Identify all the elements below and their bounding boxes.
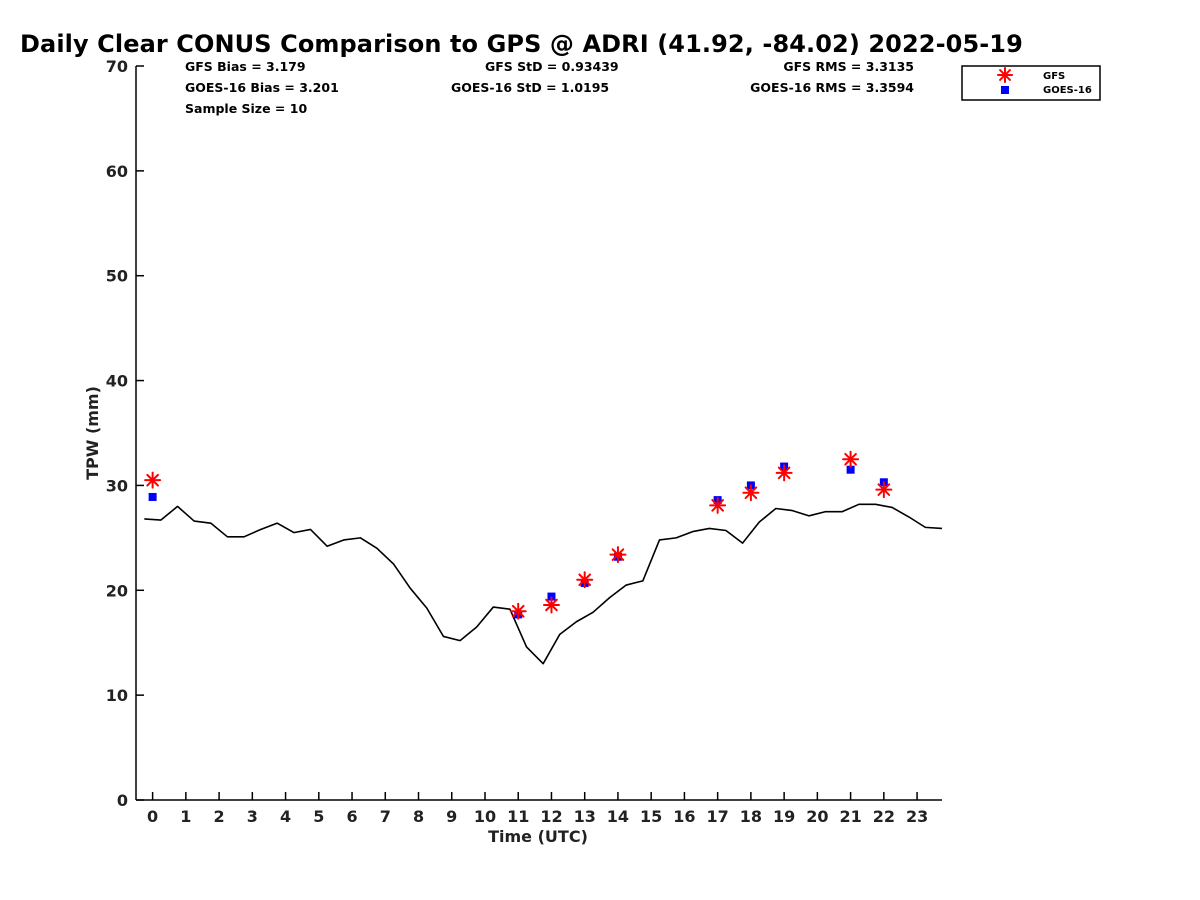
legend-box <box>961 65 1101 101</box>
x-tick-label: 19 <box>773 807 795 826</box>
gfs-point <box>709 496 727 514</box>
x-tick-label: 6 <box>346 807 357 826</box>
gps-tpw-line <box>144 503 943 665</box>
legend-goes-square-icon <box>1001 86 1009 94</box>
goes-16-point <box>846 465 855 474</box>
legend-gfs-asterisk-icon <box>997 67 1013 83</box>
y-tick-label: 10 <box>106 686 128 705</box>
x-tick-label: 9 <box>446 807 457 826</box>
axes <box>135 66 942 801</box>
gfs-point <box>576 571 594 589</box>
x-tick-label: 18 <box>740 807 762 826</box>
goes-16-series <box>148 462 888 619</box>
x-tick-label: 11 <box>507 807 529 826</box>
gfs-point <box>144 471 162 489</box>
x-tick-label: 13 <box>574 807 596 826</box>
goes-bias-text: GOES-16 Bias = 3.201 <box>185 80 339 95</box>
gfs-point <box>542 596 560 614</box>
sample-size-text: Sample Size = 10 <box>185 101 307 116</box>
gfs-rms-text: GFS RMS = 3.3135 <box>783 59 914 74</box>
gfs-point <box>742 484 760 502</box>
x-tick-label: 1 <box>180 807 191 826</box>
gfs-point <box>509 602 527 620</box>
x-tick-label: 12 <box>540 807 562 826</box>
gfs-point <box>609 546 627 564</box>
gfs-point <box>875 481 893 499</box>
x-tick-label: 20 <box>806 807 828 826</box>
gfs-series <box>144 450 893 620</box>
x-tick-label: 7 <box>380 807 391 826</box>
legend-goes-label: GOES-16 <box>1043 85 1092 96</box>
x-tick-label: 8 <box>413 807 424 826</box>
goes-rms-text: GOES-16 RMS = 3.3594 <box>750 80 914 95</box>
x-tick-label: 15 <box>640 807 662 826</box>
gfs-bias-text: GFS Bias = 3.179 <box>185 59 306 74</box>
x-tick-label: 4 <box>280 807 291 826</box>
x-tick-label: 3 <box>247 807 258 826</box>
goes-16-point <box>148 492 157 501</box>
x-tick-label: 2 <box>214 807 225 826</box>
x-tick-label: 10 <box>474 807 496 826</box>
chart-title: Daily Clear CONUS Comparison to GPS @ AD… <box>20 30 1023 58</box>
gfs-point <box>842 450 860 468</box>
y-ticks: 0 10 20 30 40 50 60 70 <box>106 57 144 810</box>
gfs-point <box>775 464 793 482</box>
x-tick-label: 0 <box>147 807 158 826</box>
statistics-annotations: GFS Bias = 3.179 GOES-16 Bias = 3.201 Sa… <box>185 59 914 116</box>
x-tick-label: 16 <box>673 807 695 826</box>
x-ticks: 0 1 2 3 4 5 6 7 8 9 10 11 12 13 14 15 16 17 18 19 20 21 22 23 <box>147 792 928 826</box>
y-axis-label: TPW (mm) <box>83 386 102 480</box>
goes-std-text: GOES-16 StD = 1.0195 <box>451 80 609 95</box>
y-tick-label: 50 <box>106 267 128 286</box>
legend: GFS GOES-16 <box>961 65 1101 101</box>
x-tick-label: 21 <box>839 807 861 826</box>
y-tick-label: 60 <box>106 162 128 181</box>
x-tick-label: 17 <box>707 807 729 826</box>
x-tick-label: 14 <box>607 807 629 826</box>
y-tick-label: 40 <box>106 372 128 391</box>
x-tick-label: 5 <box>313 807 324 826</box>
x-axis-label: Time (UTC) <box>488 827 588 846</box>
legend-gfs-asterisk <box>997 67 1013 83</box>
y-tick-label: 0 <box>117 791 128 810</box>
y-tick-label: 20 <box>106 581 128 600</box>
legend-gfs-label: GFS <box>1043 71 1065 82</box>
x-tick-label: 22 <box>873 807 895 826</box>
gfs-std-text: GFS StD = 0.93439 <box>485 59 619 74</box>
y-tick-label: 70 <box>106 57 128 76</box>
y-tick-label: 30 <box>106 476 128 495</box>
x-tick-label: 23 <box>906 807 928 826</box>
